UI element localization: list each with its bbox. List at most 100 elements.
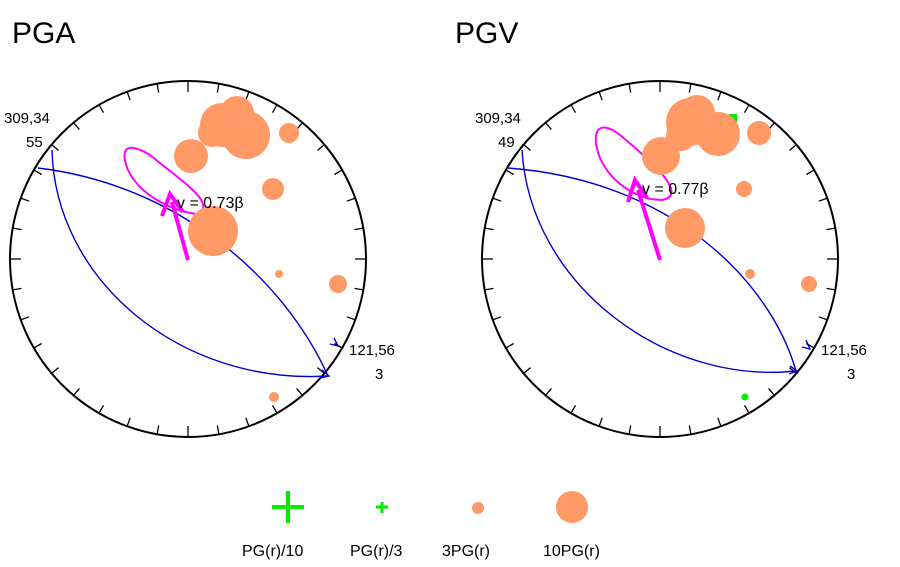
strike-dip-label: 121,56 [349,342,395,359]
tick-mark [628,83,632,93]
tick-mark [484,287,494,291]
tick-mark [334,169,343,176]
strike-dip-label: 121,56 [821,342,867,359]
rupture-arrow-head [160,189,185,217]
panel-title: PGA [12,17,75,50]
station-marker-negative [741,393,749,401]
station-marker [329,275,347,293]
legend-label: 10PG(r) [543,543,600,560]
tick-mark [317,367,325,374]
station-marker [745,269,755,279]
tick-mark [492,316,502,321]
legend: PG(r)/10 PG(r)/3 3PG(r) 10PG(r) [242,491,600,560]
stereonet-ticks [482,81,838,437]
tick-mark [743,104,750,113]
station-marker [279,123,299,143]
tick-mark [545,122,552,130]
tick-mark [126,417,131,427]
station-marker [736,181,752,197]
tick-mark [245,417,250,427]
legend-circle-small-icon [472,502,484,514]
legend-label: PG(r)/10 [242,543,303,560]
panel-pgv: PGV v = 0.77β 309,34 49 121,56 3 [455,17,867,438]
tick-mark [126,91,131,101]
tick-mark [12,227,22,231]
station-marker [188,206,238,256]
tick-mark [688,425,692,435]
tick-mark [354,287,364,291]
tick-mark [12,287,22,291]
strike-dip-label: 309,34 [4,110,50,127]
tick-mark [317,144,325,151]
tick-mark [598,91,603,101]
tick-mark [570,104,577,113]
station-marker [174,139,208,173]
panel-title: PGV [455,17,518,50]
tick-mark [51,367,59,374]
tick-mark [216,83,220,93]
tick-mark [271,104,278,113]
strike-dip-label: 55 [26,134,43,151]
nodal-plane-marker [788,365,799,375]
legend-circle-large-icon [556,491,588,523]
station-marker [642,137,680,175]
strike-dip-label: 49 [498,134,515,151]
tick-mark [523,144,531,151]
tick-mark [818,197,828,202]
legend-plus-small-icon [376,502,388,513]
tick-mark [789,367,797,374]
panel-pga: PGA v = 0.73β 309,34 55 121,56 3 [4,17,395,438]
velocity-label: v = 0.73β [177,195,244,212]
tick-mark [296,388,303,396]
tick-mark [484,227,494,231]
nodal-plane-marker [329,337,340,348]
stereonet-circle [9,80,367,438]
tick-mark [505,169,514,176]
velocity-label: v = 0.77β [642,181,709,198]
legend-label: 3PG(r) [442,543,490,560]
stereonet-circle [481,80,839,438]
tick-mark [806,169,815,176]
station-marker [275,270,283,278]
confidence-ellipse [594,126,673,202]
tick-mark [523,367,531,374]
tick-mark [156,425,160,435]
tick-mark [33,169,42,176]
tick-mark [98,405,105,414]
tick-mark [354,227,364,231]
tick-mark [545,388,552,396]
tick-mark [492,197,502,202]
station-marker [198,119,226,147]
station-marker [801,276,817,292]
nodal-plane [37,149,330,378]
tick-mark [789,144,797,151]
tick-mark [73,388,80,396]
tick-mark [688,83,692,93]
tick-mark [20,316,30,321]
confidence-ellipse [123,146,205,216]
tick-mark [598,417,603,427]
tick-mark [717,417,722,427]
station-marker [747,121,771,145]
tick-mark [271,405,278,414]
tick-mark [628,425,632,435]
station-marker [696,112,740,156]
rupture-direction-arrow [170,201,190,261]
station-marker [222,111,270,159]
tick-mark [505,342,514,349]
legend-label: PG(r)/3 [350,543,403,560]
station-marker [665,208,705,248]
tick-mark [73,122,80,130]
tick-mark [156,83,160,93]
station-marker [269,392,279,402]
tick-mark [818,316,828,321]
station-marker [262,178,284,200]
tick-mark [717,91,722,101]
tick-mark [570,405,577,414]
rupture-arrow-head [626,175,649,203]
tick-mark [20,197,30,202]
tick-mark [346,316,356,321]
nodal-plane-marker [801,339,812,351]
strike-dip-label: 3 [375,366,383,383]
